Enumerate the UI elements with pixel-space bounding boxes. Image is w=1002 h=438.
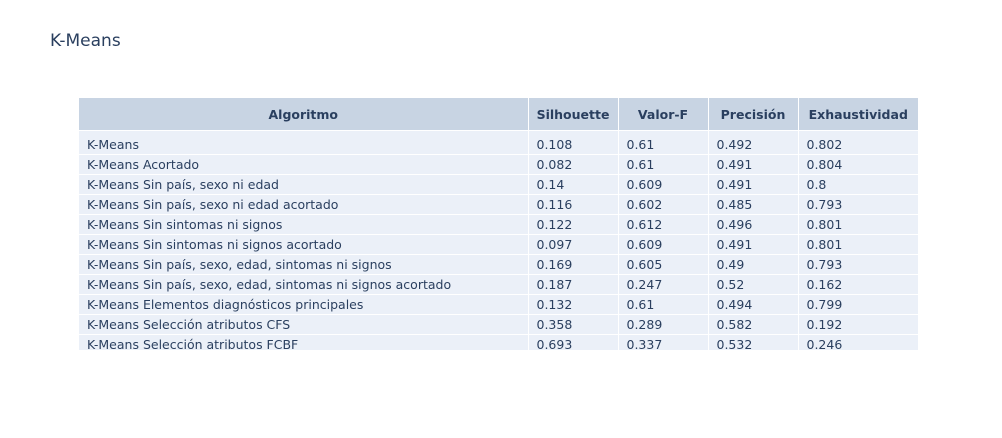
table-cell: 0.247 [618,274,709,295]
table-cell: 0.609 [618,174,709,195]
table-header: Algoritmo Silhouette Valor-F Precisión Exhau… [79,98,918,131]
table-row: K-Means Sin país, sexo ni edad acortado 0… [79,194,918,215]
table-row: K-Means Acortado 0.082 0.61 0.491 0.804 [79,154,918,175]
spacer-cell [798,130,918,135]
column-header: Valor-F [618,98,709,131]
table-row: K-Means Selección atributos FCBF 0.693 0.3… [79,334,918,350]
table-row: K-Means Sin país, sexo, edad, sintomas n… [79,274,918,295]
table-cell: K-Means Sin sintomas ni signos acortado [79,234,529,255]
table-cell: 0.246 [798,334,918,350]
table-cell: 0.358 [528,314,619,335]
table-cell: K-Means Sin país, sexo, edad, sintomas n… [79,274,529,295]
column-header: Precisión [708,98,799,131]
table-cell: K-Means Sin sintomas ni signos [79,214,529,235]
table-cell: K-Means Sin país, sexo, edad, sintomas n… [79,254,529,275]
table-cell: K-Means Sin país, sexo ni edad [79,174,529,195]
table-cell: K-Means Elementos diagnósticos principal… [79,294,529,315]
table-cell: 0.337 [618,334,709,350]
table-body: K-Means 0.108 0.61 0.492 0.802 K-Means Acorta… [79,130,918,350]
table-cell: 0.162 [798,274,918,295]
table-cell: 0.693 [528,334,619,350]
table-cell: 0.082 [528,154,619,175]
table-cell: 0.582 [708,314,799,335]
table-cell: 0.097 [528,234,619,255]
table-cell: 0.802 [798,135,918,155]
table-row: K-Means 0.108 0.61 0.492 0.802 [79,135,918,155]
table-cell: 0.492 [708,135,799,155]
table-cell: 0.491 [708,154,799,175]
spacer-cell [708,130,799,135]
table-cell: 0.491 [708,234,799,255]
table-cell: 0.52 [708,274,799,295]
table-row: K-Means Sin sintomas ni signos 0.122 0.612… [79,214,918,235]
table-cell: K-Means [79,135,529,155]
table-cell: K-Means Sin país, sexo ni edad acortado [79,194,529,215]
table-cell: 0.799 [798,294,918,315]
table-cell: 0.804 [798,154,918,175]
table-cell: 0.8 [798,174,918,195]
results-table-container: Algoritmo Silhouette Valor-F Precisión Exhau… [79,98,918,350]
table-cell: 0.793 [798,194,918,215]
table-row: K-Means Sin sintomas ni signos acortado 0… [79,234,918,255]
table-cell: 0.108 [528,135,619,155]
table-cell: 0.61 [618,294,709,315]
table-cell: 0.491 [708,174,799,195]
table-cell: 0.122 [528,214,619,235]
table-cell: 0.496 [708,214,799,235]
table-row: K-Means Selección atributos CFS 0.358 0.28… [79,314,918,335]
table-row: K-Means Sin país, sexo ni edad 0.14 0.609 0… [79,174,918,195]
table-cell: 0.289 [618,314,709,335]
column-header: Exhaustividad [798,98,918,131]
table-cell: K-Means Selección atributos FCBF [79,334,529,350]
table-row: K-Means Elementos diagnósticos principal… [79,294,918,315]
chart-title: K-Means [50,31,121,51]
table-cell: 0.801 [798,234,918,255]
results-table: Algoritmo Silhouette Valor-F Precisión Exhau… [79,98,918,350]
table-cell: K-Means Acortado [79,154,529,175]
table-row: K-Means Sin país, sexo, edad, sintomas n… [79,254,918,275]
table-cell: 0.132 [528,294,619,315]
spacer-cell [618,130,709,135]
header-spacer [79,130,918,135]
table-cell: 0.192 [798,314,918,335]
table-cell: 0.49 [708,254,799,275]
table-cell: 0.61 [618,154,709,175]
table-cell: 0.609 [618,234,709,255]
header-row: Algoritmo Silhouette Valor-F Precisión Exhau… [79,98,918,131]
table-cell: K-Means Selección atributos CFS [79,314,529,335]
spacer-cell [528,130,619,135]
table-cell: 0.612 [618,214,709,235]
spacer-cell [79,130,529,135]
table-cell: 0.14 [528,174,619,195]
table-cell: 0.793 [798,254,918,275]
table-cell: 0.169 [528,254,619,275]
table-cell: 0.494 [708,294,799,315]
table-cell: 0.532 [708,334,799,350]
column-header: Silhouette [528,98,619,131]
table-cell: 0.605 [618,254,709,275]
column-header: Algoritmo [79,98,529,131]
table-cell: 0.61 [618,135,709,155]
table-cell: 0.602 [618,194,709,215]
table-cell: 0.485 [708,194,799,215]
table-cell: 0.187 [528,274,619,295]
table-cell: 0.116 [528,194,619,215]
table-cell: 0.801 [798,214,918,235]
